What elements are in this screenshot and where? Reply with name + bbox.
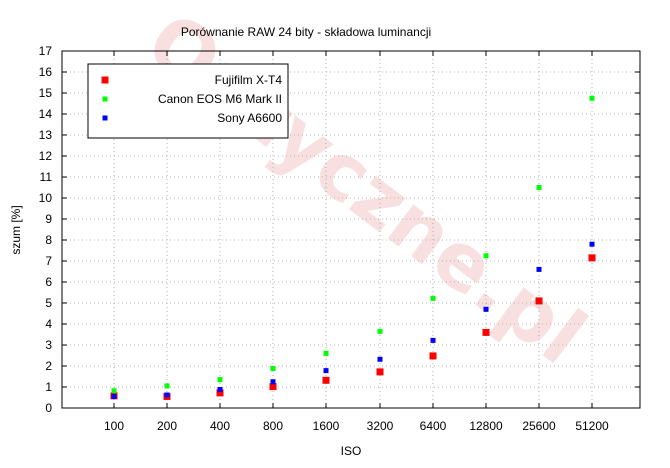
y-tick-label: 12: [39, 149, 53, 163]
legend-label: Fujifilm X-T4: [215, 73, 283, 87]
data-point: [377, 356, 383, 362]
data-point: [377, 328, 383, 334]
y-tick-label: 8: [45, 233, 52, 247]
legend-label: Sony A6600: [217, 111, 282, 125]
data-point: [535, 297, 543, 305]
data-point: [376, 368, 384, 376]
x-tick-label: 51200: [575, 419, 609, 433]
y-tick-label: 0: [45, 401, 52, 415]
data-point: [322, 376, 330, 384]
x-tick-label: 1600: [313, 419, 340, 433]
series-canon-eos-m6-mark-ii: [111, 95, 595, 394]
x-tick-label: 100: [104, 419, 124, 433]
data-point: [430, 337, 436, 343]
x-tick-label: 800: [263, 419, 283, 433]
data-point: [164, 383, 170, 389]
y-tick-label: 4: [45, 317, 52, 331]
data-point: [217, 387, 223, 393]
x-tick-label: 6400: [420, 419, 447, 433]
legend-label: Canon EOS M6 Mark II: [158, 92, 282, 106]
y-tick-label: 14: [39, 107, 53, 121]
data-point: [429, 352, 437, 360]
data-point: [323, 368, 329, 374]
plot-frame: [61, 50, 641, 409]
data-point: [482, 328, 490, 336]
y-tick-label: 6: [45, 275, 52, 289]
data-point: [269, 383, 277, 391]
y-tick-label: 15: [39, 86, 53, 100]
y-tick-label: 7: [45, 254, 52, 268]
legend-box: [87, 63, 289, 139]
legend-marker: [102, 96, 108, 102]
y-tick-label: 5: [45, 296, 52, 310]
data-point: [217, 377, 223, 383]
y-tick-label: 3: [45, 338, 52, 352]
data-point: [536, 185, 542, 190]
y-tick-label: 16: [39, 65, 53, 79]
x-tick-label: 3200: [367, 419, 394, 433]
legend-marker: [102, 115, 108, 121]
data-point: [216, 389, 224, 397]
y-tick-label: 9: [45, 212, 52, 226]
legend: Fujifilm X-T4 Canon EOS M6 Mark II Sony A6…: [87, 63, 289, 139]
data-point: [164, 392, 170, 398]
x-tick-label: 25600: [522, 419, 556, 433]
y-tick-label: 11: [40, 170, 53, 184]
series-sony-a6600: [111, 241, 595, 399]
x-tick-label: 12800: [469, 419, 503, 433]
y-tick-label: 1: [45, 380, 52, 394]
x-axis-label: ISO: [341, 444, 362, 458]
watermark: Optyczne.pl: [130, 0, 601, 382]
data-point: [270, 379, 276, 385]
data-point: [588, 254, 596, 262]
data-point: [323, 350, 329, 356]
x-tick-label: 200: [157, 419, 177, 433]
y-axis-label: szum [%]: [9, 205, 23, 254]
data-point: [483, 306, 489, 312]
data-point: [111, 393, 117, 399]
y-tick-label: 2: [45, 359, 52, 373]
data-point: [589, 95, 595, 101]
data-points: [110, 95, 596, 400]
data-point: [536, 266, 542, 272]
data-point: [430, 295, 436, 301]
legend-marker: [101, 76, 109, 84]
x-tick-label: 400: [210, 419, 230, 433]
y-tick-label: 13: [39, 128, 53, 142]
data-point: [589, 241, 595, 247]
data-point: [111, 388, 117, 394]
data-point: [483, 253, 489, 259]
data-point: [270, 366, 276, 372]
y-tick-label: 10: [39, 191, 53, 205]
chart-title: Porównanie RAW 24 bity - składowa lumina…: [181, 25, 431, 39]
y-tick-label: 17: [39, 44, 53, 58]
